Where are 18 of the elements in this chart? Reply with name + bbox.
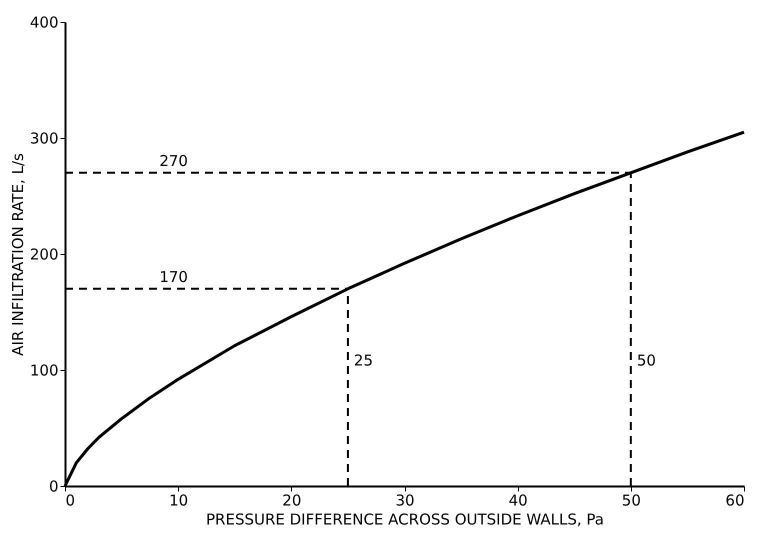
y-tick-label: 200 (30, 246, 58, 264)
ref-line-label: 170 (159, 268, 188, 286)
x-tick-label: 40 (508, 492, 528, 510)
y-tick-label: 0 (48, 478, 58, 496)
ref-line-label: 50 (636, 352, 656, 370)
x-tick-label: 60 (725, 492, 744, 510)
y-tick-label: 300 (30, 130, 58, 148)
x-tick-label: 30 (395, 492, 415, 510)
y-axis-title: AIR INFILTRATION RATE, L/s (8, 153, 27, 356)
y-tick-label: 400 (30, 14, 58, 32)
x-axis-title: PRESSURE DIFFERENCE ACROSS OUTSIDE WALLS, Pa (206, 510, 604, 528)
ref-line-label: 270 (159, 152, 188, 170)
x-tick-label: 50 (622, 492, 641, 510)
x-tick-label: 0 (66, 492, 76, 510)
x-tick-label: 10 (169, 492, 188, 510)
x-tick-label: 20 (282, 492, 302, 510)
y-tick-label: 100 (30, 362, 58, 380)
ref-line-label: 25 (354, 352, 374, 370)
